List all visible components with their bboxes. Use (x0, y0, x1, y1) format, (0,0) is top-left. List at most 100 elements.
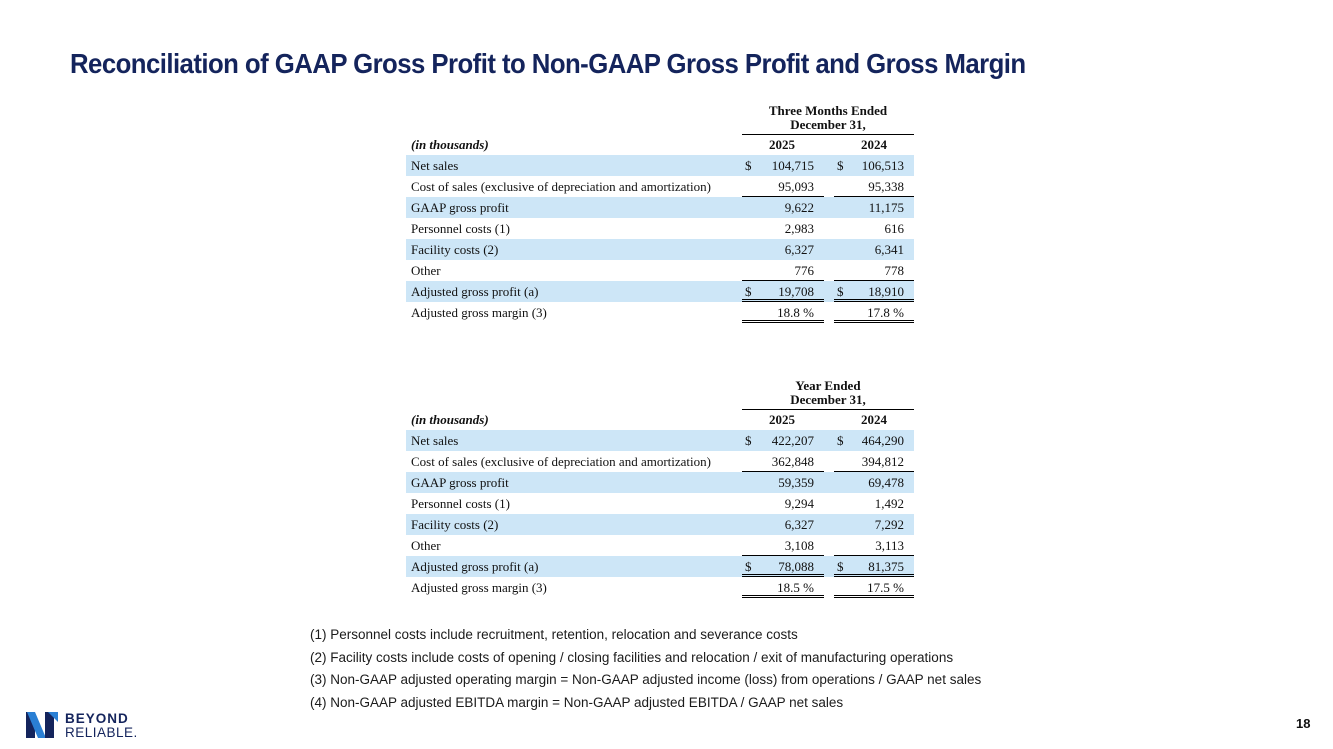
cell-value: 18.5 % (777, 580, 814, 595)
cell-value: 394,812 (861, 454, 904, 469)
currency-symbol: $ (745, 433, 752, 448)
value-cell-2024: 11,175 (834, 197, 914, 218)
value-cell-2025: $19,708 (742, 281, 824, 302)
currency-symbol: $ (837, 158, 844, 173)
footnote-1: (1) Personnel costs include recruitment,… (310, 627, 798, 642)
year-2024-header: 2024 (861, 412, 887, 427)
row-label: Adjusted gross margin (3) (411, 305, 547, 320)
cell-value: 616 (884, 221, 905, 236)
value-cell-2025: 18.5 % (742, 577, 824, 598)
table-row: Net sales $422,207 $464,290 (406, 430, 914, 451)
period-header: Year Ended December 31, (742, 379, 914, 410)
cell-value: 778 (884, 263, 905, 278)
value-cell-2025: 2,983 (742, 218, 824, 239)
year-2025-header: 2025 (769, 137, 795, 152)
value-cell-2024: $18,910 (834, 281, 914, 302)
table-row: GAAP gross profit 9,622 11,175 (406, 197, 914, 218)
cell-value: 3,113 (875, 538, 904, 553)
slide-title: Reconciliation of GAAP Gross Profit to N… (70, 48, 1026, 79)
value-cell-2025: 9,622 (742, 197, 824, 218)
cell-value: 362,848 (771, 454, 814, 469)
footnote-3: (3) Non-GAAP adjusted operating margin =… (310, 672, 982, 688)
row-label: Adjusted gross profit (a) (411, 559, 539, 574)
table-row: Other 776 778 (406, 260, 914, 281)
value-cell-2024: 6,341 (834, 239, 914, 260)
table-row: Facility costs (2) 6,327 6,341 (406, 239, 914, 260)
row-label: Personnel costs (1) (411, 496, 510, 511)
footnotes: (1) Personnel costs include recruitment,… (310, 624, 981, 715)
value-cell-2024: $81,375 (834, 556, 914, 577)
table-row: Adjusted gross profit (a) $19,708 $18,91… (406, 281, 914, 302)
table-row: Personnel costs (1) 2,983 616 (406, 218, 914, 239)
period-line1: Three Months Ended (768, 103, 888, 118)
table-row: Other 3,108 3,113 (406, 535, 914, 556)
cell-value: 2,983 (784, 221, 814, 236)
row-label: Adjusted gross margin (3) (411, 580, 547, 595)
cell-value: 95,338 (868, 179, 904, 194)
table-row: Adjusted gross margin (3) 18.8 % 17.8 % (406, 302, 914, 323)
logo-wordmark-line2: RELIABLE. (65, 725, 138, 740)
cell-value: 776 (794, 263, 815, 278)
cell-value: 78,088 (778, 559, 814, 574)
value-cell-2025: 6,327 (742, 514, 824, 535)
value-cell-2025: $78,088 (742, 556, 824, 577)
cell-value: 17.5 % (867, 580, 904, 595)
table-row: Cost of sales (exclusive of depreciation… (406, 176, 914, 197)
currency-symbol: $ (745, 158, 752, 173)
table-row: Adjusted gross profit (a) $78,088 $81,37… (406, 556, 914, 577)
value-cell-2024: 95,338 (834, 176, 914, 197)
column-header-row: (in thousands) 2025 2024 (406, 409, 914, 430)
footnote-2: (2) Facility costs include costs of open… (310, 649, 954, 665)
footnote-4: (4) Non-GAAP adjusted EBITDA margin = No… (310, 695, 844, 711)
year-2024-header: 2024 (861, 137, 887, 152)
cell-value: 1,492 (874, 496, 904, 511)
table-row: Adjusted gross margin (3) 18.5 % 17.5 % (406, 577, 914, 598)
cell-value: 6,341 (874, 242, 904, 257)
table-row: Cost of sales (exclusive of depreciation… (406, 451, 914, 472)
row-label: Personnel costs (1) (411, 221, 510, 236)
cell-value: 106,513 (861, 158, 904, 173)
cell-value: 19,708 (778, 284, 814, 299)
unit-label: (in thousands) (411, 137, 489, 152)
value-cell-2025: 6,327 (742, 239, 824, 260)
period-line1: Year Ended (795, 378, 861, 393)
currency-symbol: $ (837, 559, 844, 574)
logo-mark-icon (26, 712, 58, 738)
period-header: Three Months Ended December 31, (742, 104, 914, 135)
cell-value: 69,478 (868, 475, 904, 490)
row-label: Cost of sales (exclusive of depreciation… (411, 454, 711, 469)
value-cell-2025: $422,207 (742, 430, 824, 451)
row-label: Facility costs (2) (411, 242, 499, 257)
value-cell-2024: 17.5 % (834, 577, 914, 598)
value-cell-2024: $464,290 (834, 430, 914, 451)
value-cell-2025: 18.8 % (742, 302, 824, 323)
cell-value: 95,093 (778, 179, 814, 194)
value-cell-2024: 3,113 (834, 535, 914, 556)
cell-value: 59,359 (778, 475, 814, 490)
cell-value: 3,108 (784, 538, 814, 553)
value-cell-2024: 1,492 (834, 493, 914, 514)
value-cell-2025: $104,715 (742, 155, 824, 176)
logo-wordmark-line1: BEYOND (65, 711, 129, 726)
value-cell-2025: 9,294 (742, 493, 824, 514)
row-label: GAAP gross profit (411, 475, 509, 490)
row-label: Other (411, 538, 441, 553)
value-cell-2024: 7,292 (834, 514, 914, 535)
cell-value: 18,910 (868, 284, 904, 299)
value-cell-2025: 776 (742, 260, 824, 281)
row-label: Facility costs (2) (411, 517, 499, 532)
cell-value: 81,375 (868, 559, 904, 574)
currency-symbol: $ (837, 284, 844, 299)
value-cell-2024: 778 (834, 260, 914, 281)
value-cell-2025: 3,108 (742, 535, 824, 556)
cell-value: 6,327 (784, 517, 814, 532)
cell-value: 464,290 (861, 433, 904, 448)
value-cell-2025: 59,359 (742, 472, 824, 493)
value-cell-2025: 362,848 (742, 451, 824, 472)
cell-value: 9,294 (784, 496, 814, 511)
cell-value: 104,715 (771, 158, 814, 173)
value-cell-2024: 616 (834, 218, 914, 239)
table-row: Net sales $104,715 $106,513 (406, 155, 914, 176)
cell-value: 422,207 (771, 433, 814, 448)
row-label: Net sales (411, 433, 459, 448)
